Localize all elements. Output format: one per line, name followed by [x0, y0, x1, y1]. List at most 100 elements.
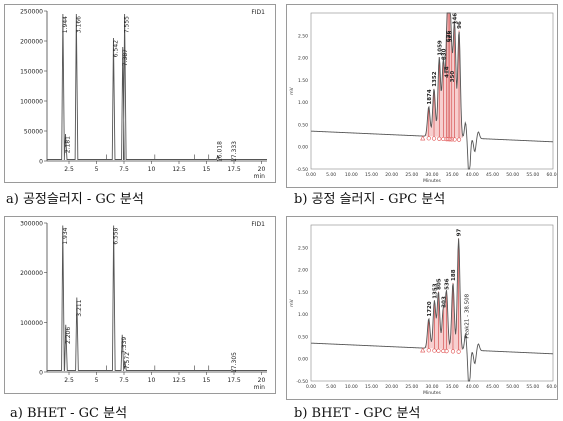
peak-label: 7.555	[124, 16, 131, 33]
y-tick-label: -0.50	[296, 167, 308, 173]
instrument-label: FID1	[251, 9, 265, 16]
peak-marker	[444, 137, 449, 142]
y-tick-label: 200000	[20, 39, 43, 46]
peak-annotation: Peak21 - 38.508	[464, 293, 470, 338]
x-tick-label: 20.00	[385, 384, 398, 390]
peak-label: 528	[448, 31, 454, 43]
peak-label: 1353	[432, 283, 438, 298]
x-tick-label: 55.00	[526, 172, 539, 178]
x-tick-label: 20	[258, 166, 266, 173]
gc-chart-sludge-plot: 0 50000 100000 150000 200000 250000 2.5 5 7.5 10 1…	[20, 9, 267, 180]
x-tick-label: 5	[95, 166, 99, 173]
x-tick-label: 45.00	[486, 172, 499, 178]
x-tick-label: 35.00	[446, 384, 459, 390]
x-tick-label: 5.00	[326, 384, 336, 390]
gpc-chart-sludge: -0.50 0.00 0.50 1.00 1.50 2.00 2.50 0.00 5.00 10.…	[286, 4, 558, 188]
peak-label: 830	[441, 48, 447, 60]
peak-label: 146	[453, 13, 459, 25]
peak-label: 350	[450, 71, 456, 83]
y-tick-label: 2.00	[298, 268, 308, 274]
peak-label: 1.934	[62, 227, 69, 244]
peak-marker	[432, 348, 437, 353]
x-tick-label: 7.5	[119, 377, 129, 384]
caption-gpc-bhet: b) BHET - GPC 분석	[294, 406, 421, 421]
gpc-chart-bhet-plot: -0.500.000.501.001.502.002.500.00 5.00 10.…	[289, 224, 558, 396]
plot-frame	[310, 12, 554, 170]
x-unit-label: Minutes	[423, 390, 441, 396]
x-tick-label: 55.00	[526, 384, 539, 390]
peak-marker	[447, 137, 452, 142]
y-tick-label: 250000	[20, 9, 43, 16]
gpc-chart-sludge-plot: -0.500.000.501.001.502.002.500.00 5.00 10.…	[289, 12, 558, 184]
y-tick-label: 0.50	[298, 334, 308, 340]
y-tick-label: 1.00	[298, 100, 308, 106]
peak-label: 7.572	[124, 352, 131, 369]
x-unit-label: Minutes	[423, 178, 441, 184]
caption-gpc-sludge: b) 공정 슬러지 - GPC 분석	[294, 192, 446, 207]
x-tick-label: 25.00	[405, 384, 418, 390]
instrument-label: FID1	[251, 221, 265, 228]
x-tick-label: 20.00	[385, 172, 398, 178]
y-tick-label: 100000	[20, 99, 43, 106]
peak-label: 6.542	[112, 40, 119, 57]
gc-chart-bhet-plot: 0 100000 200000 300000 2.5 5 7.5 10 12.5 15 17.5 20…	[20, 221, 267, 391]
x-tick-label: 40.00	[466, 172, 479, 178]
chromatogram-trace	[47, 13, 267, 160]
peak-label: 16.018	[217, 141, 224, 162]
y-tick-label: 0	[39, 370, 43, 377]
peak-label: 1874	[427, 89, 433, 104]
peak-label: 414	[445, 66, 451, 78]
peak-label: 1059	[437, 40, 443, 55]
x-tick-label: 15.00	[365, 384, 378, 390]
x-tick-label: 0.00	[306, 172, 316, 178]
x-tick-label: 60.00	[547, 384, 558, 390]
peak-label: 7.387	[122, 49, 129, 66]
peak-label: 188	[451, 269, 457, 281]
peak-label: 96	[457, 21, 463, 29]
peak-label: 17.333	[231, 141, 238, 162]
start-marker	[420, 135, 426, 141]
peak-label: 3.166	[75, 16, 82, 33]
y-tick-label: 2.00	[298, 56, 308, 62]
x-tick-label: 50.00	[506, 384, 519, 390]
peak-marker	[437, 136, 442, 141]
y-tick-label: 2.50	[298, 33, 308, 39]
y-tick-label: 1.50	[298, 78, 308, 84]
gc-chart-sludge: 0 50000 100000 150000 200000 250000 2.5 5 7.5 10 1…	[4, 4, 276, 183]
x-tick-label: 17.5	[227, 377, 241, 384]
y-tick-label: 0	[39, 159, 43, 166]
peak-label: 1.944	[62, 16, 69, 33]
y-unit-label: mV	[289, 298, 295, 306]
x-tick-label: 30.00	[426, 384, 439, 390]
gpc-chart-bhet: -0.50 0.00 0.50 1.00 1.50 2.00 2.50 0.00 5.00 10.…	[286, 216, 558, 400]
peak-marker	[456, 349, 461, 354]
peak-label: 6.558	[113, 227, 120, 244]
x-tick-label: 35.00	[446, 172, 459, 178]
gpc-trace	[310, 238, 554, 382]
chromatogram-trace	[47, 225, 267, 371]
gpc-trace	[310, 12, 554, 170]
peak-label: 2.181	[64, 136, 71, 153]
x-tick-label: 12.5	[172, 377, 186, 384]
x-tick-label: 15.00	[365, 172, 378, 178]
x-tick-label: 5	[95, 377, 99, 384]
x-tick-label: 10	[148, 377, 156, 384]
x-unit-label: min	[254, 173, 266, 180]
y-tick-label: 0.00	[298, 145, 308, 151]
x-tick-label: 60.00	[547, 172, 558, 178]
y-tick-label: 50000	[24, 129, 43, 136]
y-tick-label: 0.50	[298, 122, 308, 128]
y-tick-label: 1.00	[298, 312, 308, 318]
peak-marker	[426, 136, 431, 141]
x-tick-label: 5.00	[326, 172, 336, 178]
peak-label: 97	[457, 229, 463, 237]
x-tick-label: 10.00	[345, 172, 358, 178]
x-tick-label: 40.00	[466, 384, 479, 390]
x-unit-label: min	[254, 384, 266, 391]
peak-marker	[444, 349, 449, 354]
x-tick-label: 0.00	[306, 384, 316, 390]
peak-marker	[441, 348, 446, 354]
peak-label: 3.211	[76, 299, 83, 316]
y-tick-label: 1.50	[298, 290, 308, 296]
peak-label: 805	[436, 278, 442, 290]
